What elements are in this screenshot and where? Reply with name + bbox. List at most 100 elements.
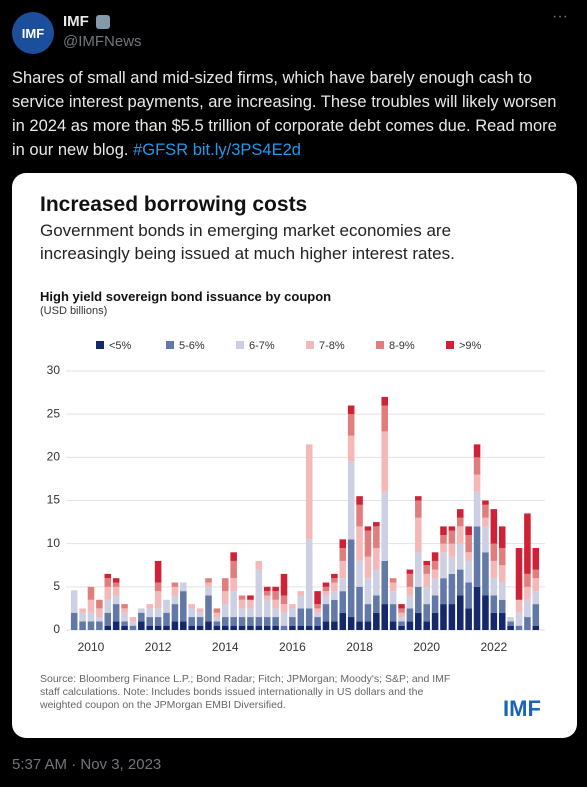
bar-segment [70, 612, 78, 630]
bar-segment [196, 608, 204, 613]
bar-segment [423, 560, 430, 566]
bar-segment [440, 578, 447, 605]
bar-segment [389, 582, 397, 592]
legend-label: >9% [459, 340, 482, 352]
bar-segment [431, 560, 439, 570]
legend-label: 8-9% [389, 340, 415, 352]
bar-segment [515, 625, 523, 630]
bar-segment [373, 569, 380, 596]
bar-segment [524, 573, 531, 587]
x-tick-label: 2016 [279, 640, 306, 654]
bar-segment [171, 582, 179, 587]
bar-segment [448, 556, 456, 574]
bar-segment [289, 617, 296, 626]
bar-segment [96, 608, 103, 618]
bar-segment [498, 526, 506, 548]
bar-segment [289, 604, 296, 609]
bar-segment [87, 599, 95, 613]
bar-segment [482, 500, 489, 505]
bar-segment [398, 625, 405, 630]
bar-segment [121, 608, 128, 613]
more-menu[interactable]: ··· [552, 8, 568, 25]
bar-segment [423, 565, 430, 574]
bar-segment [406, 569, 414, 574]
bar-segment [238, 608, 246, 618]
bar-segment [171, 586, 179, 596]
legend-swatch [446, 341, 454, 349]
bar-segment [440, 535, 447, 544]
bar-segment [314, 608, 321, 613]
bar-segment [154, 625, 162, 630]
bar-segment [146, 625, 154, 630]
bar-segment [322, 582, 330, 587]
bar-segment [507, 617, 514, 622]
timestamp[interactable]: 5:37 AM · Nov 3, 2023 [12, 756, 162, 773]
bar-segment [473, 474, 481, 492]
bar-segment [440, 543, 447, 553]
bar-segment [373, 526, 380, 548]
bar-segment [297, 595, 305, 609]
bar-segment [398, 621, 405, 626]
bar-segment [121, 612, 128, 622]
bar-segment [280, 595, 288, 605]
bar-segment [255, 617, 263, 626]
bar-segment [532, 625, 540, 630]
bar-segment [289, 608, 296, 618]
bar-segment [230, 552, 237, 561]
tweet-body: Shares of small and mid-sized firms, whi… [12, 69, 557, 159]
bar-segment [255, 569, 263, 618]
bar-segment [381, 560, 389, 605]
bar-segment [415, 612, 422, 630]
legend-label: 5-6% [179, 340, 205, 352]
bar-segment [456, 526, 464, 544]
bar-segment [213, 621, 221, 626]
bar-segment [347, 461, 355, 540]
bar-segment [339, 547, 347, 561]
chart-card[interactable] [12, 173, 577, 738]
bar-segment [490, 543, 498, 561]
bar-segment [364, 556, 372, 579]
bar-segment [440, 526, 447, 536]
bar-segment [381, 604, 389, 630]
bar-segment [490, 578, 498, 596]
bar-segment [331, 599, 338, 622]
bar-segment [305, 444, 313, 540]
bar-segment [297, 591, 305, 596]
bar-segment [448, 573, 456, 605]
bar-segment [180, 621, 187, 630]
bar-segment [456, 543, 464, 570]
bar-segment [389, 604, 397, 622]
bar-segment [280, 604, 288, 613]
bar-segment [482, 526, 489, 553]
bar-segment [322, 604, 330, 622]
x-tick-label: 2022 [480, 640, 507, 654]
bar-segment [263, 617, 271, 626]
bar-segment [96, 617, 103, 622]
bar-segment [104, 573, 112, 579]
bar-segment [112, 621, 120, 630]
bar-segment [515, 547, 523, 600]
bar-segment [314, 625, 321, 630]
bar-segment [263, 595, 271, 600]
avatar[interactable]: IMF [12, 12, 54, 54]
bar-segment [356, 496, 363, 505]
bar-segment [221, 578, 229, 592]
link[interactable]: bit.ly/3PS4E2d [192, 141, 301, 159]
author-handle[interactable]: @IMFNews [63, 33, 142, 50]
bar-segment [331, 573, 338, 579]
bar-segment [524, 617, 531, 630]
y-tick-label: 25 [47, 406, 61, 420]
hashtag[interactable]: #GFSR [133, 141, 189, 159]
bar-segment [406, 573, 414, 587]
bar-segment [389, 591, 397, 605]
bar-segment [524, 599, 531, 618]
bar-segment [347, 405, 355, 415]
bar-segment [465, 526, 472, 536]
bar-segment [482, 517, 489, 527]
bar-segment [431, 569, 439, 579]
bar-segment [507, 621, 514, 626]
bar-segment [415, 500, 422, 518]
author-name[interactable]: IMF [63, 13, 89, 30]
bar-segment [498, 547, 506, 566]
bar-segment [205, 595, 212, 622]
